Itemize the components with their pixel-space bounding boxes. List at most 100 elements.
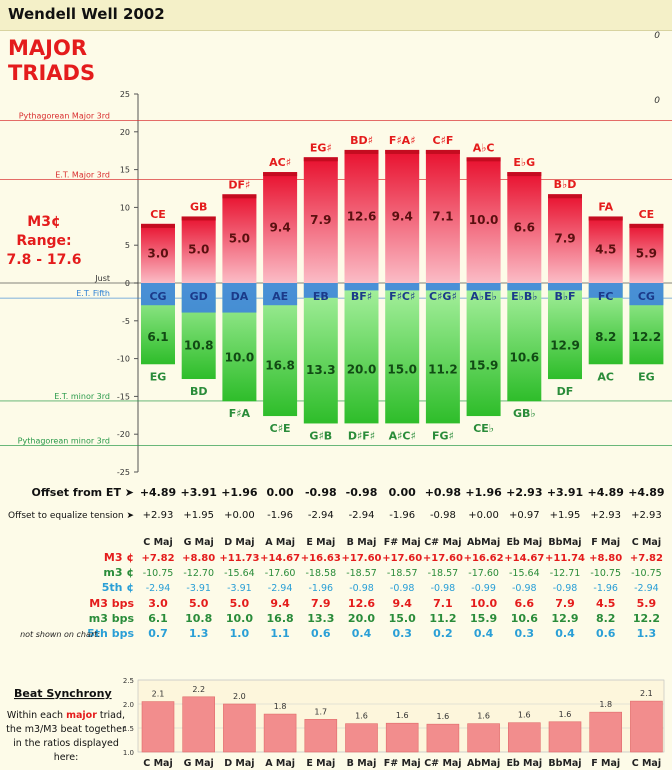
table-cell-m3_cents: -15.64 (224, 568, 255, 579)
y-tick-label: 25 (120, 90, 130, 99)
y-tick-label: -5 (122, 317, 130, 326)
m3-major-bar (588, 216, 623, 283)
beat-sync-bar (426, 723, 460, 753)
m3-minor-bps-label: 16.8 (265, 359, 295, 373)
m3-minor-bps-label: 6.1 (147, 330, 168, 344)
offset-equalize-value: +2.93 (590, 510, 621, 521)
m3-major-bar-cap (344, 149, 379, 154)
fifth-interval-label: AE (272, 290, 288, 303)
beat-sync-y-tick: 1.5 (123, 725, 134, 733)
fifth-bar (344, 283, 379, 291)
beat-sync-y-tick: 1.0 (123, 749, 134, 757)
beat-sync-bar (304, 719, 338, 753)
beat-sync-bar (263, 713, 297, 753)
table-cell-M3_cents: +7.82 (141, 553, 174, 564)
m3-major-interval-label: B♭D (554, 178, 577, 191)
offset-from-et-value: +4.89 (140, 486, 176, 499)
table-cell-m3_bps: 8.2 (596, 612, 616, 625)
table-cell-M3_bps: 9.4 (270, 597, 290, 610)
m3-major-bps-label: 5.0 (188, 243, 209, 257)
offset-equalize-value: +2.93 (631, 510, 662, 521)
table-cell-fifth_bps: 0.3 (515, 627, 535, 640)
table-cell-keys: C# Maj (424, 537, 461, 548)
m3-major-bps-label: 3.0 (147, 246, 168, 260)
table-cell-M3_bps: 12.6 (348, 597, 375, 610)
table-cell-M3_cents: +16.62 (464, 553, 504, 564)
table-cell-M3_cents: +11.74 (545, 553, 585, 564)
table-cell-keys: E Maj (306, 537, 335, 548)
m3-range-note: M3¢ Range: 7.8 - 17.6 (4, 213, 84, 270)
table-cell-fifth_cents: -2.94 (634, 583, 659, 594)
offset-from-et-value: -0.98 (346, 486, 378, 499)
table-cell-fifth_cents: -2.94 (268, 583, 293, 594)
table-cell-M3_bps: 6.6 (515, 597, 535, 610)
row-label-offset-equalize: Offset to equalize tension ➤ (8, 511, 134, 521)
beat-sync-bar-label: 1.6 (355, 712, 368, 721)
table-cell-M3_bps: 9.4 (392, 597, 412, 610)
table-cell-fifth_cents: -1.96 (309, 583, 334, 594)
table-cell-m3_bps: 12.9 (551, 612, 578, 625)
table-cell-keys: BbMaj (548, 537, 581, 548)
fifth-interval-label: E♭B♭ (511, 290, 537, 303)
m3-major-bps-label: 4.5 (595, 243, 616, 257)
fifth-bar (141, 283, 175, 306)
fifth-bar (507, 283, 542, 291)
m3-major-bar-cap (548, 194, 582, 199)
m3-major-interval-label: BD♯ (350, 134, 373, 147)
table-cell-fifth_bps: 1.1 (270, 627, 290, 640)
y-tick-label: 10 (120, 203, 130, 212)
beat-sync-bar (548, 721, 582, 753)
m3-major-interval-label: DF♯ (228, 178, 250, 191)
m3-minor-bps-label: 15.0 (387, 363, 417, 377)
beat-sync-heading: Beat Synchrony (14, 687, 112, 700)
offset-from-et-value: +0.98 (425, 486, 461, 499)
corner-value-top: 0 (654, 31, 660, 41)
m3-major-bar (507, 172, 542, 283)
beat-sync-bar-label: 1.6 (518, 711, 531, 720)
fifth-interval-label: A♭E♭ (470, 290, 496, 303)
beat-sync-category-label: F# Maj (384, 758, 421, 769)
table-cell-m3_bps: 20.0 (348, 612, 375, 625)
table-cell-fifth_cents: -0.99 (471, 583, 496, 594)
offset-equalize-value: -2.94 (349, 510, 375, 521)
m3-major-bar-cap (425, 149, 460, 154)
fifth-interval-label: GD (190, 290, 208, 303)
offset-equalize-value: -2.94 (308, 510, 334, 521)
row-label-m3_cents: m3 ¢ (103, 566, 134, 579)
m3-major-bar (263, 172, 298, 283)
table-cell-keys: D Maj (224, 537, 254, 548)
table-cell-M3_bps: 5.0 (230, 597, 250, 610)
m3-minor-bar (466, 283, 501, 417)
m3-major-interval-label: GB (190, 200, 207, 213)
m3-major-bar (425, 149, 460, 283)
m3-major-bps-label: 7.9 (310, 213, 331, 227)
beat-sync-category-label: F Maj (591, 758, 620, 769)
fifth-bar (385, 283, 420, 291)
m3-major-bps-label: 6.6 (514, 221, 535, 235)
fifth-bar (548, 283, 582, 291)
beat-sync-bar-label: 2.2 (192, 685, 205, 694)
y-tick-label: -25 (117, 468, 130, 477)
m3-minor-bps-label: 13.3 (306, 363, 336, 377)
m3-major-bps-label: 9.4 (392, 209, 413, 223)
m3-minor-bps-label: 12.2 (632, 330, 662, 344)
table-cell-M3_bps: 5.0 (189, 597, 209, 610)
m3-minor-bps-label: 10.6 (509, 351, 539, 365)
m3-major-bar-cap (263, 172, 298, 177)
table-cell-fifth_cents: -0.98 (553, 583, 578, 594)
table-cell-m3_cents: -17.60 (468, 568, 499, 579)
table-cell-m3_bps: 13.3 (307, 612, 334, 625)
app-header: Wendell Well 2002 (0, 0, 672, 31)
table-cell-keys: A Maj (265, 537, 295, 548)
offset-from-et-value: +1.96 (465, 486, 502, 499)
corner-value-second: 0 (654, 96, 660, 106)
fifth-interval-label: FC (598, 290, 614, 303)
m3-minor-interval-label: F♯A (229, 407, 251, 420)
row-label-M3_cents: M3 ¢ (104, 551, 134, 564)
table-cell-fifth_bps: 0.7 (148, 627, 168, 640)
m3-range-label: M3¢ Range: (16, 214, 72, 249)
m3-major-interval-label: EG♯ (310, 141, 332, 154)
table-cell-fifth_bps: 0.6 (596, 627, 616, 640)
table-cell-M3_cents: +7.82 (630, 553, 663, 564)
table-cell-keys: Eb Maj (506, 537, 542, 548)
